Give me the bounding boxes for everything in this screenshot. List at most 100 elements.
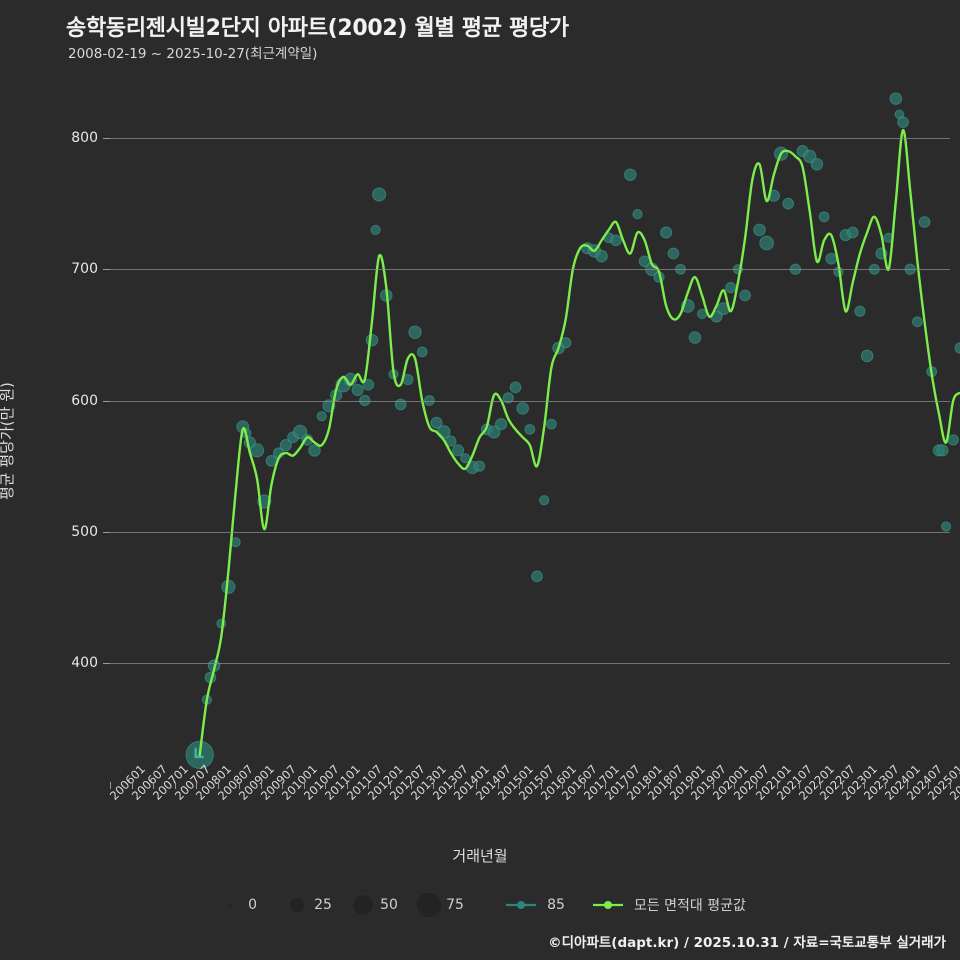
y-axis-title: 평균 평당가(만 원) (0, 382, 16, 500)
data-bubble (940, 521, 952, 532)
x-tick-mark (389, 782, 391, 789)
x-tick-mark (153, 782, 155, 789)
data-bubble (610, 234, 622, 247)
y-gridline (110, 663, 950, 664)
x-tick-mark (798, 782, 800, 789)
chart-legend: 0 25 50 75 85 모든 면적대 평균값 (0, 888, 960, 922)
x-tick-mark (949, 782, 951, 789)
data-bubble (539, 495, 550, 506)
data-bubble (362, 378, 375, 391)
legend-series-item[interactable]: 85 (504, 897, 565, 913)
data-bubble (394, 398, 407, 411)
x-tick-mark (368, 782, 370, 789)
legend-series-marker (506, 901, 537, 909)
data-bubble (918, 216, 931, 228)
x-tick-mark (110, 782, 111, 789)
x-axis-title: 거래년월 (452, 847, 508, 865)
y-gridline (110, 269, 950, 271)
x-tick-mark (626, 782, 628, 789)
data-bubble (818, 211, 830, 223)
x-tick-mark (196, 782, 198, 789)
data-bubble (524, 423, 536, 435)
data-bubble (545, 418, 557, 430)
x-tick-mark (325, 782, 327, 789)
y-tick-mark (103, 269, 110, 271)
y-tick-label: 400 (71, 655, 98, 671)
x-tick-mark (131, 782, 133, 789)
legend-size-label: 50 (380, 897, 398, 913)
data-bubble (451, 444, 465, 457)
data-bubble (351, 383, 364, 397)
x-tick-mark (562, 782, 564, 789)
data-bubble (660, 226, 673, 239)
data-bubble (947, 434, 959, 446)
x-tick-mark (540, 782, 542, 789)
data-bubble (854, 305, 866, 317)
x-tick-mark (239, 782, 241, 789)
legend-size-marker (346, 888, 380, 922)
plot-area (110, 70, 960, 780)
chart-canvas (185, 92, 960, 770)
y-tick-label: 700 (71, 261, 98, 278)
data-bubble (825, 252, 838, 265)
x-tick-mark (217, 782, 219, 789)
data-bubble (502, 392, 514, 404)
legend-size-label: 25 (314, 897, 332, 913)
data-bubble (487, 425, 501, 439)
data-bubble (292, 424, 308, 440)
x-tick-mark (346, 782, 348, 789)
footer-credit: ©디아파트(dapt.kr) / 2025.10.31 / 자료=국토교통부 실… (548, 935, 946, 951)
data-bubble (595, 249, 608, 263)
y-tick-label: 500 (71, 523, 98, 540)
data-bubble (365, 333, 379, 347)
y-tick-label: 600 (71, 392, 98, 409)
legend-size-scale: 0 25 50 75 (214, 888, 478, 922)
x-tick-mark (669, 782, 671, 789)
data-bubble (810, 157, 824, 171)
data-bubble (495, 418, 508, 431)
x-tick-mark (885, 782, 887, 789)
legend-series-label: 85 (547, 897, 565, 913)
data-bubble (759, 235, 775, 251)
chart-subtitle: 2008-02-19 ~ 2025-10-27(최근계약일) (68, 46, 318, 62)
y-tick-mark (103, 400, 110, 402)
y-tick-label: 800 (71, 130, 98, 146)
y-gridline (110, 138, 950, 139)
x-tick-mark (497, 782, 499, 789)
x-tick-mark (411, 782, 413, 789)
data-bubble (739, 289, 752, 302)
data-bubble (460, 453, 471, 464)
data-bubble (250, 443, 265, 458)
data-bubble (516, 402, 529, 415)
series-85 (194, 747, 204, 759)
data-bubble (782, 197, 795, 210)
legend-series-marker (592, 901, 623, 909)
x-tick-mark (691, 782, 693, 789)
data-bubble (889, 92, 903, 105)
x-tick-mark (842, 782, 844, 789)
data-bubble (936, 444, 949, 457)
data-bubble (624, 168, 637, 182)
data-bubble (370, 224, 381, 236)
legend-size-marker (214, 888, 248, 922)
data-bubble (279, 439, 292, 452)
data-bubble (753, 223, 766, 237)
data-bubble (846, 226, 859, 239)
x-tick-mark (734, 782, 736, 789)
legend-series-item[interactable]: 모든 면적대 평균값 (591, 895, 746, 915)
y-tick-mark (103, 663, 110, 664)
data-bubble (667, 247, 680, 260)
data-bubble (408, 325, 422, 339)
data-bubble (308, 444, 321, 457)
x-tick-mark (303, 782, 305, 789)
x-tick-mark (906, 782, 908, 789)
legend-size-marker (280, 888, 314, 922)
data-bubble (473, 460, 486, 472)
x-tick-mark (863, 782, 865, 789)
legend-series-label: 모든 면적대 평균값 (633, 898, 746, 914)
x-tick-mark (174, 782, 176, 789)
x-tick-mark (583, 782, 585, 789)
y-gridline (110, 531, 950, 533)
data-bubble (316, 411, 327, 422)
x-tick-mark (777, 782, 779, 789)
